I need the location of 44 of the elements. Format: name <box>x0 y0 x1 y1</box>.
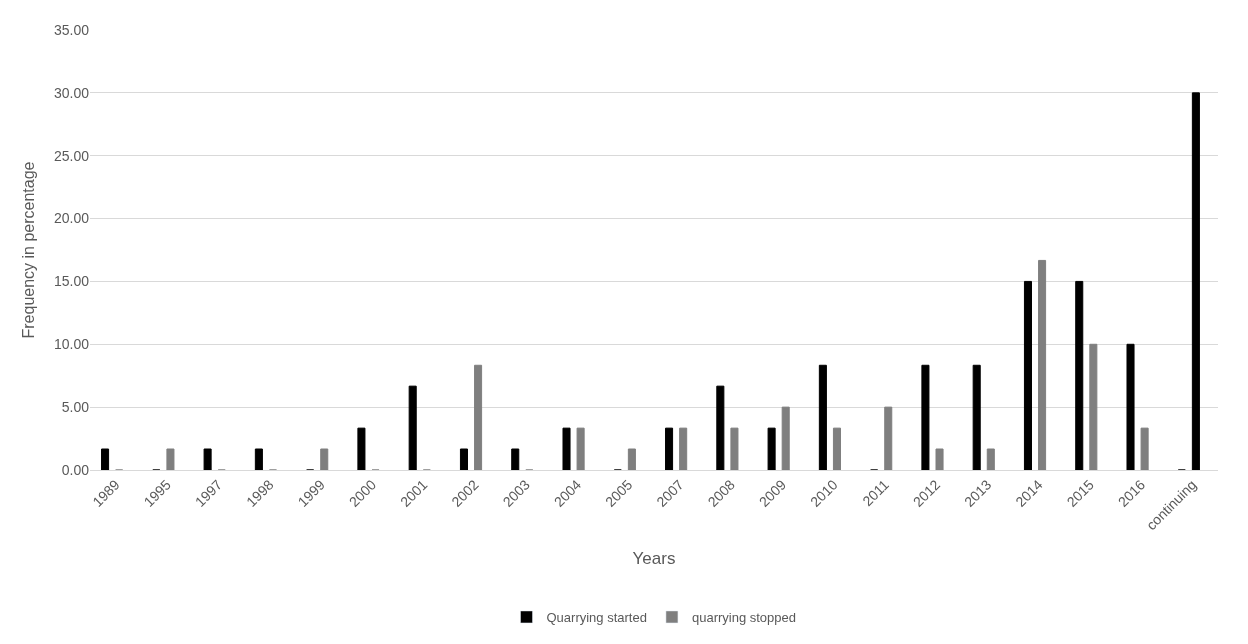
bar <box>408 385 417 470</box>
y-tick-label: 10.00 <box>53 336 90 353</box>
bar <box>511 448 520 470</box>
legend-label: quarrying stopped <box>691 610 797 626</box>
bar <box>935 448 944 470</box>
bar <box>627 448 636 470</box>
bar <box>166 448 175 470</box>
bar <box>1140 427 1149 470</box>
bar <box>832 427 841 470</box>
x-axis-title: Years <box>632 549 676 569</box>
y-axis-title: Frequency in percentage <box>19 161 37 339</box>
bar <box>1126 343 1135 470</box>
bar <box>101 448 110 470</box>
y-tick-label: 30.00 <box>53 84 90 101</box>
bar <box>562 427 571 470</box>
bar <box>459 448 468 470</box>
bar <box>730 427 739 470</box>
bar <box>767 427 776 470</box>
bar <box>921 364 930 470</box>
y-tick-label: 20.00 <box>53 210 90 227</box>
bar <box>357 427 366 470</box>
bar <box>474 364 483 470</box>
y-tick-label: 15.00 <box>53 273 90 290</box>
bar <box>818 364 827 470</box>
bar <box>986 448 995 470</box>
bar <box>254 448 263 470</box>
bar <box>203 448 212 470</box>
bar <box>1023 280 1032 470</box>
bar <box>716 385 725 470</box>
y-tick-label: 0.00 <box>61 461 90 478</box>
y-tick-label: 25.00 <box>53 147 90 164</box>
bar <box>1038 259 1047 470</box>
bar <box>781 406 790 470</box>
bar <box>576 427 585 470</box>
bar <box>320 448 329 470</box>
bar <box>679 427 688 470</box>
legend-label: Quarrying started <box>546 610 647 626</box>
bar <box>884 406 893 470</box>
y-tick-label: 5.00 <box>61 399 90 416</box>
bar <box>1075 280 1084 470</box>
y-tick-label: 35.00 <box>53 21 90 38</box>
bar <box>665 427 674 470</box>
bar <box>1089 343 1098 470</box>
bar <box>972 364 981 470</box>
